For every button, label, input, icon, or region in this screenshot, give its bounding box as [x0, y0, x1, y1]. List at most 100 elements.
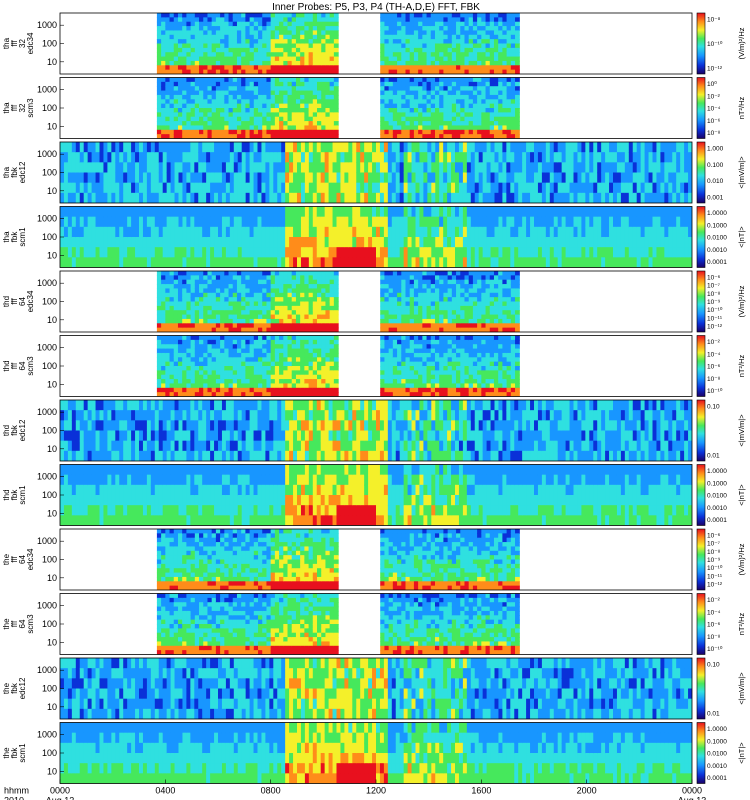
heatmap-cell [317, 81, 322, 87]
heatmap-cell [664, 162, 669, 174]
heatmap-cell [439, 77, 445, 83]
heatmap-cell [557, 182, 563, 194]
heatmap-cell [115, 142, 120, 153]
heatmap-cell [545, 162, 551, 174]
heatmap-cell [215, 271, 221, 276]
heatmap-cell [451, 21, 457, 27]
heatmap-cell [333, 284, 339, 290]
heatmap-cell [423, 182, 428, 194]
heatmap-cell [426, 327, 432, 332]
heatmap-cell [656, 226, 661, 238]
heatmap-cell [161, 94, 166, 100]
heatmap-cell [660, 162, 665, 174]
heatmap-cell [162, 192, 168, 203]
heatmap-cell [468, 121, 474, 127]
heatmap-cell [430, 121, 436, 127]
heatmap-cell [245, 52, 251, 58]
heatmap-cell [502, 94, 508, 100]
heatmap-cell [258, 275, 263, 281]
heatmap-cell [308, 297, 314, 303]
heatmap-cell [236, 99, 242, 105]
heatmap-cell [220, 297, 225, 303]
heatmap-cell [397, 52, 402, 58]
heatmap-cell [224, 301, 230, 307]
heatmap-cell [161, 271, 166, 276]
heatmap-cell [161, 17, 166, 23]
heatmap-cell [312, 86, 318, 92]
heatmap-cell [426, 275, 432, 281]
heatmap-cell [190, 17, 196, 23]
heatmap-cell [447, 129, 453, 135]
heatmap-cell [304, 247, 310, 258]
heatmap-cell [348, 226, 353, 238]
heatmap-cell [308, 292, 314, 298]
heatmap-cell [262, 81, 268, 87]
heatmap-cell [466, 172, 472, 184]
heatmap-cell [186, 81, 192, 87]
heatmap-cell [656, 182, 661, 194]
heatmap-cell [266, 284, 272, 290]
heatmap-cell [233, 257, 239, 268]
heatmap-cell [388, 99, 394, 105]
heatmap-cell [279, 94, 284, 100]
heatmap-cell [379, 247, 385, 258]
heatmap-cell [549, 206, 555, 218]
heatmap-cell [194, 65, 200, 71]
heatmap-cell [178, 216, 184, 228]
heatmap-cell [270, 112, 276, 118]
heatmap-cell [422, 271, 428, 276]
heatmap-cell [332, 142, 338, 153]
heatmap-cell [628, 226, 634, 238]
heatmap-cell [332, 257, 338, 268]
heatmap-cell [502, 30, 508, 36]
heatmap-cell [332, 192, 338, 203]
heatmap-cell [177, 52, 183, 58]
heatmap-cell [460, 121, 466, 127]
heatmap-cell [270, 47, 276, 53]
heatmap-cell [380, 297, 386, 303]
heatmap-cell [161, 310, 166, 316]
heatmap-cell [237, 206, 243, 218]
heatmap-cell [139, 192, 144, 203]
heatmap-cell [156, 305, 162, 311]
heatmap-cell [203, 34, 209, 40]
heatmap-cell [146, 192, 152, 203]
heatmap-cell [620, 226, 626, 238]
heatmap-cell [325, 34, 331, 40]
heatmap-cell [300, 305, 305, 311]
heatmap-cell [207, 271, 213, 276]
heatmap-cell [165, 279, 171, 285]
heatmap-cell [506, 60, 512, 66]
heatmap-cell [91, 226, 97, 238]
heatmap-cell [249, 284, 255, 290]
heatmap-cell [320, 192, 326, 203]
heatmap-cell [489, 17, 495, 23]
heatmap-cell [270, 108, 276, 113]
heatmap-cell [652, 237, 658, 248]
heatmap-cell [225, 247, 231, 258]
heatmap-cell [502, 52, 508, 58]
heatmap-cell [295, 301, 301, 307]
heatmap-cell [388, 275, 394, 281]
heatmap-cell [364, 226, 369, 238]
heatmap-cell [142, 226, 148, 238]
heatmap-cell [506, 26, 512, 32]
heatmap-cell [165, 297, 171, 303]
heatmap-cell [498, 26, 503, 32]
heatmap-cell [139, 226, 144, 238]
heatmap-cell [295, 284, 301, 290]
heatmap-cell [387, 192, 393, 203]
heatmap-cell [281, 237, 286, 248]
heatmap-cell [502, 247, 507, 258]
heatmap-cell [211, 103, 217, 109]
heatmap-cell [232, 116, 238, 122]
heatmap-cell [545, 192, 551, 203]
heatmap-cell [439, 305, 445, 311]
heatmap-cell [210, 142, 215, 153]
heatmap-cell [515, 134, 520, 139]
heatmap-cell [333, 81, 339, 87]
heatmap-cell [221, 206, 227, 218]
heatmap-cell [466, 206, 472, 218]
heatmap-cell [283, 305, 289, 311]
